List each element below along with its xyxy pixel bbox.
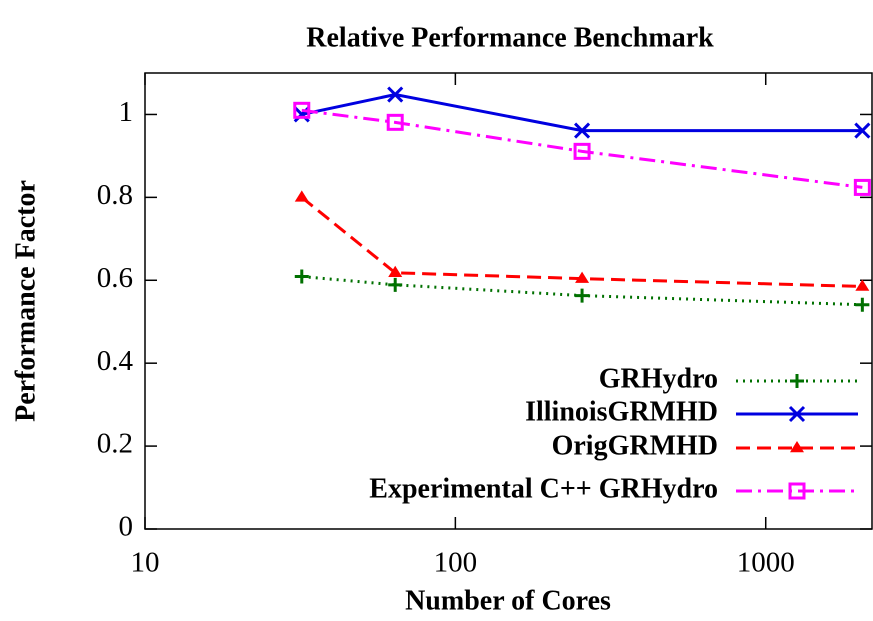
- marker: [788, 405, 806, 423]
- marker: [854, 122, 871, 139]
- x-axis-label: Number of Cores: [405, 585, 611, 616]
- series-line: [301, 93, 863, 133]
- marker: [294, 190, 309, 202]
- series-line: [301, 275, 863, 307]
- marker: [388, 277, 403, 292]
- x-tick-label: 100: [434, 547, 478, 579]
- marker: [853, 178, 871, 196]
- marker: [788, 482, 806, 500]
- marker: [387, 86, 404, 103]
- series-line: [300, 196, 863, 288]
- legend-label: Experimental C++ GRHydro: [369, 473, 718, 504]
- y-tick-label: 1: [119, 96, 134, 128]
- marker: [790, 441, 804, 453]
- y-axis-label: Performance Factor: [10, 180, 41, 422]
- marker: [575, 271, 590, 283]
- legend-label: OrigGRMHD: [552, 430, 718, 461]
- chart-title: Relative Performance Benchmark: [306, 22, 714, 53]
- legend-label: IllinoisGRMHD: [525, 396, 718, 427]
- marker: [294, 269, 309, 284]
- marker: [293, 101, 311, 119]
- marker: [388, 265, 403, 278]
- y-tick-label: 0: [119, 511, 134, 543]
- y-tick-label: 0.2: [97, 428, 133, 460]
- y-tick-label: 0.4: [97, 345, 134, 377]
- series-line: [301, 108, 863, 189]
- y-tick-label: 0.6: [97, 262, 133, 294]
- marker: [573, 142, 591, 160]
- marker: [855, 279, 870, 291]
- marker: [574, 122, 591, 139]
- legend-label: GRHydro: [599, 363, 718, 394]
- x-tick-label: 10: [131, 547, 160, 579]
- plot-frame: [144, 72, 873, 530]
- marker: [575, 288, 590, 303]
- marker: [386, 113, 404, 131]
- marker: [855, 297, 870, 312]
- y-tick-label: 0.8: [97, 179, 133, 211]
- marker: [790, 374, 804, 388]
- x-tick-label: 1000: [737, 547, 795, 579]
